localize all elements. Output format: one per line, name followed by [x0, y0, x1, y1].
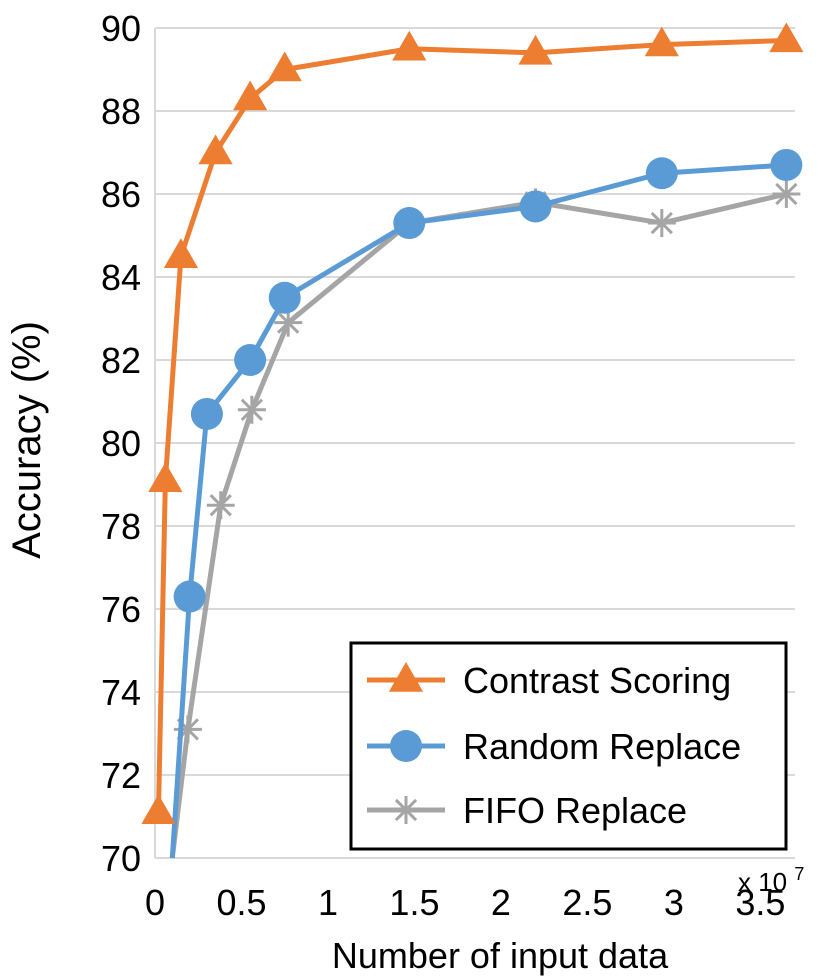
legend-label: FIFO Replace [463, 790, 687, 831]
legend-marker [390, 730, 422, 762]
y-tick-label: 84 [101, 257, 141, 298]
star-stroke [277, 311, 300, 334]
x-scale-note-exponent: 7 [794, 864, 804, 884]
data-point [393, 207, 426, 240]
legend-entry: FIFO Replace [367, 790, 687, 831]
series-random-replace [169, 148, 803, 859]
data-point [644, 26, 679, 57]
data-point [198, 134, 233, 165]
legend-marker [388, 662, 424, 692]
series-lines [141, 22, 804, 859]
data-point [645, 157, 678, 190]
data-point [206, 491, 235, 520]
data-point [237, 395, 266, 424]
x-tick-label: 1.5 [389, 882, 439, 923]
data-point [141, 794, 176, 825]
data-point [163, 238, 199, 268]
legend-marker [392, 796, 420, 824]
data-point [148, 462, 183, 493]
x-tick-label: 0 [145, 882, 165, 923]
star-stroke [775, 182, 798, 206]
data-point [392, 30, 427, 61]
x-scale-note-base: x 10 [738, 867, 787, 897]
x-tick-label: 3 [664, 882, 684, 923]
data-point [647, 209, 676, 238]
star-stroke [394, 798, 418, 822]
y-tick-label: 78 [101, 506, 141, 547]
x-tick-label: 0.5 [216, 882, 266, 923]
data-point [770, 148, 803, 181]
data-point [772, 180, 801, 208]
data-point [173, 580, 206, 613]
y-tick-label: 88 [101, 91, 141, 132]
x-tick-label: 2.5 [562, 882, 612, 923]
data-point [518, 34, 553, 65]
data-point [267, 51, 302, 82]
y-tick-label: 82 [101, 340, 141, 381]
y-tick-label: 90 [101, 8, 141, 49]
data-point [233, 80, 268, 111]
data-point [268, 281, 301, 314]
y-tick-label: 72 [101, 755, 141, 796]
legend-label: Random Replace [463, 726, 741, 767]
y-tick-label: 74 [101, 672, 141, 713]
y-tick-label: 80 [101, 423, 141, 464]
legend-entry: Random Replace [367, 726, 741, 767]
series-contrast-scoring [141, 22, 804, 825]
legend-entry: Contrast Scoring [367, 660, 731, 701]
star-stroke [209, 494, 232, 517]
x-tick-label: 1 [318, 882, 338, 923]
star-stroke [240, 398, 264, 421]
data-point [519, 190, 552, 223]
data-point [769, 22, 804, 53]
axes: 70 72 74 76 78 80 82 84 86 88 90 0 0.5 1 1.5 2 2.5 3 3.5 [101, 8, 795, 923]
y-axis-title: Accuracy (%) [5, 321, 49, 559]
legend: Contrast Scoring Random Replace FIFO Repla… [349, 641, 788, 851]
legend-label: Contrast Scoring [463, 660, 731, 701]
y-tick-label: 70 [101, 838, 141, 879]
series-line [155, 37, 787, 813]
x-scale-note: x 10 7 [738, 864, 804, 897]
data-point [234, 344, 267, 376]
x-tick-label: 3.5 [735, 882, 785, 923]
x-tick-label: 2 [491, 882, 511, 923]
data-point [190, 397, 223, 430]
y-tick-label: 86 [101, 174, 141, 215]
labels: Accuracy (%) Number of input data x 10 7 [5, 321, 804, 976]
star-stroke [650, 211, 673, 235]
x-axis-title: Number of input data [332, 935, 669, 976]
y-tick-label: 76 [101, 589, 141, 630]
